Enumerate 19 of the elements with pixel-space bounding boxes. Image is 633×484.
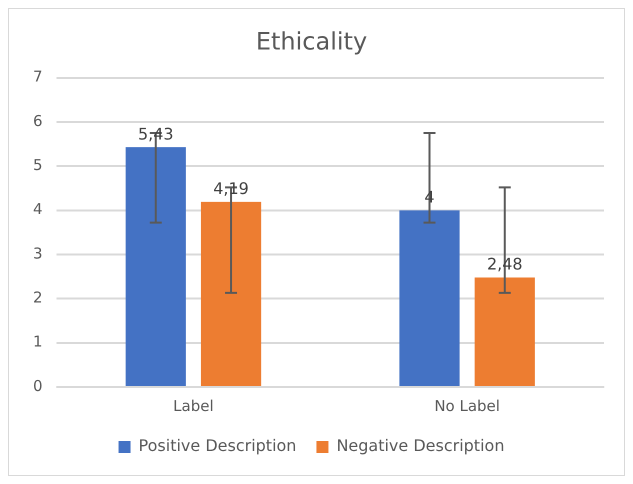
y-tick-label: 7 xyxy=(32,68,43,86)
chart-title: Ethicality xyxy=(256,28,368,56)
data-label: 5,43 xyxy=(138,124,174,144)
y-tick-label: 0 xyxy=(32,376,43,395)
legend-label: Negative Description xyxy=(336,436,504,456)
legend-label: Positive Description xyxy=(138,436,296,456)
x-tick-label: Label xyxy=(173,396,214,415)
y-tick-label: 1 xyxy=(32,332,43,351)
bar xyxy=(474,277,535,386)
y-tick-label: 2 xyxy=(32,288,43,307)
y-tick-label: 5 xyxy=(32,156,43,174)
y-tick-label: 4 xyxy=(32,200,43,218)
x-tick-label: No Label xyxy=(434,396,500,415)
y-tick-label: 3 xyxy=(32,244,43,262)
data-label: 4,19 xyxy=(213,179,249,198)
bar xyxy=(126,147,186,386)
bar xyxy=(200,202,262,386)
bar xyxy=(399,210,460,386)
y-tick-label: 6 xyxy=(32,112,43,130)
